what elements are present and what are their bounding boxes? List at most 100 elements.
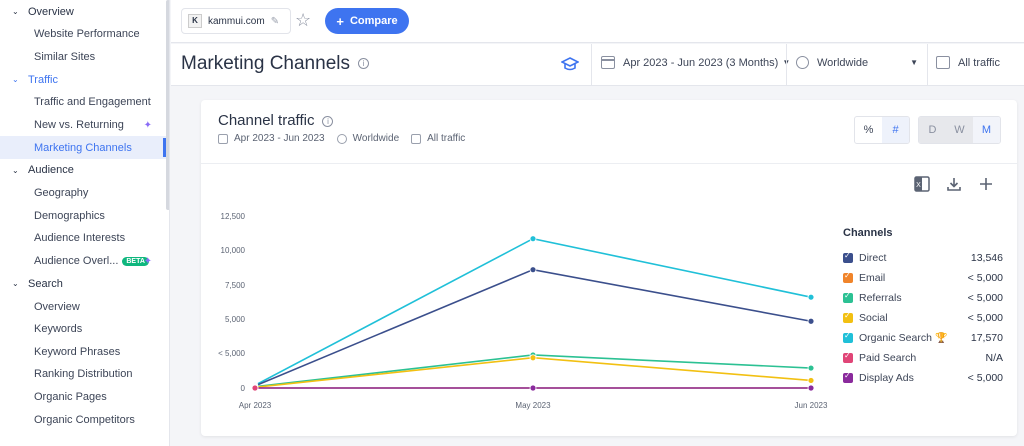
data-point: [529, 384, 537, 392]
checkbox-icon[interactable]: [843, 291, 853, 303]
graduation-cap-icon[interactable]: [561, 56, 579, 72]
svg-text:X: X: [916, 182, 921, 189]
download-icon[interactable]: [945, 175, 963, 193]
checkbox-icon[interactable]: [843, 371, 853, 383]
series-line-direct: [254, 268, 812, 387]
devices-icon: [411, 133, 422, 144]
sidebar-item-overview[interactable]: Overview: [0, 295, 166, 318]
legend-channel-value: < 5,000: [967, 312, 1003, 324]
weekly-toggle[interactable]: W: [946, 117, 973, 143]
y-tick-label: 10,000: [221, 246, 246, 255]
data-point: [807, 364, 815, 372]
sidebar-scrollbar[interactable]: [166, 0, 169, 210]
daily-toggle[interactable]: D: [919, 117, 946, 143]
channels-legend: Channels Direct 13,546 Email < 5,000 Referra…: [843, 227, 1003, 388]
traffic-type-selector[interactable]: All traffic: [936, 56, 1000, 69]
legend-channel-name: Display Ads: [859, 372, 968, 384]
info-icon[interactable]: i: [357, 58, 369, 70]
calendar-icon: [218, 133, 228, 144]
page-title-text: Marketing Channels: [181, 53, 350, 74]
legend-row[interactable]: Social < 5,000: [843, 308, 1003, 328]
legend-row[interactable]: Email < 5,000: [843, 268, 1003, 288]
data-point: [251, 384, 259, 392]
globe-icon: [336, 133, 347, 144]
meta-geo: Worldwide: [352, 133, 400, 144]
excel-export-icon[interactable]: X: [913, 175, 931, 193]
data-point: [529, 235, 537, 243]
info-icon[interactable]: i: [322, 115, 334, 127]
chart-tools: X: [913, 175, 995, 193]
sidebar-section-audience[interactable]: ⌄ Audience: [0, 159, 169, 182]
checkbox-icon[interactable]: [843, 251, 853, 263]
sidebar-item-audience-overl[interactable]: Audience Overl... BETA ✦: [0, 250, 166, 273]
sidebar-item-organic-competitors[interactable]: Organic Competitors: [0, 408, 166, 431]
country-selector[interactable]: Worldwide ▼: [796, 56, 918, 69]
legend-channel-label: Email: [859, 272, 886, 284]
value-format-toggle: % #: [854, 116, 910, 144]
legend-row[interactable]: Organic Search🏆17,570: [843, 328, 1003, 348]
monthly-toggle[interactable]: M: [973, 117, 1000, 143]
checkbox-icon[interactable]: [843, 271, 853, 283]
sidebar-item-organic-pages[interactable]: Organic Pages: [0, 386, 166, 409]
x-tick-label: May 2023: [515, 401, 551, 410]
sidebar-item-marketing-channels[interactable]: Marketing Channels: [0, 136, 166, 159]
sidebar-item-traffic-and-engagement[interactable]: Traffic and Engagement: [0, 91, 166, 114]
legend-title: Channels: [843, 227, 893, 239]
legend-row[interactable]: Paid Search N/A: [843, 348, 1003, 368]
compare-label: Compare: [349, 15, 398, 27]
sidebar-item-label: Audience Interests: [34, 232, 126, 245]
globe-icon: [796, 56, 809, 69]
domain-chip[interactable]: K kammui.com ✎: [181, 8, 291, 34]
granularity-toggle: D W M: [918, 116, 1001, 144]
legend-channel-value: < 5,000: [967, 272, 1003, 284]
add-to-dashboard-icon[interactable]: [977, 175, 995, 193]
beta-badge: BETA: [122, 256, 149, 266]
legend-channel-value: 17,570: [970, 332, 1003, 344]
number-toggle[interactable]: #: [882, 117, 909, 143]
legend-channel-name: Referrals: [859, 292, 968, 304]
sidebar-section-search[interactable]: ⌄ Search: [0, 272, 169, 295]
traffic-type-text: All traffic: [958, 56, 1000, 69]
card-header: Channel traffic i Apr 2023 - Jun 2023 Wor…: [201, 100, 1017, 164]
sidebar-item-website-performance[interactable]: Website Performance: [0, 23, 166, 46]
legend-channel-value: 13,546: [970, 252, 1003, 264]
data-point: [807, 293, 815, 301]
sidebar: ⌄ Overview Website Performance Similar Site…: [0, 0, 170, 446]
sidebar-item-ranking-distribution[interactable]: Ranking Distribution: [0, 363, 166, 386]
x-tick-label: Jun 2023: [795, 401, 828, 410]
card-title: Channel traffic i: [218, 112, 334, 129]
sidebar-item-geography[interactable]: Geography: [0, 182, 166, 205]
sidebar-item-keywords[interactable]: Keywords: [0, 318, 166, 341]
legend-channel-label: Direct: [859, 252, 887, 264]
favorite-star-icon[interactable]: ☆: [295, 10, 312, 30]
channel-traffic-card: Channel traffic i Apr 2023 - Jun 2023 Wor…: [201, 100, 1017, 436]
edit-pencil-icon[interactable]: ✎: [270, 15, 280, 27]
legend-channel-name: Direct: [859, 252, 971, 264]
sidebar-item-new-vs-returning[interactable]: New vs. Returning ✦: [0, 114, 166, 137]
sidebar-item-keyword-phrases[interactable]: Keyword Phrases: [0, 341, 166, 364]
sparkle-icon: ✦: [143, 119, 152, 131]
date-range-text: Apr 2023 - Jun 2023 (3 Months): [623, 56, 779, 69]
data-point: [807, 377, 815, 384]
sidebar-section-overview[interactable]: ⌄ Overview: [0, 0, 169, 23]
checkbox-icon[interactable]: [843, 311, 853, 323]
date-range-selector[interactable]: Apr 2023 - Jun 2023 (3 Months) ▼: [601, 56, 790, 69]
percent-toggle[interactable]: %: [863, 124, 874, 136]
checkbox-icon[interactable]: [843, 351, 853, 363]
sidebar-item-similar-sites[interactable]: Similar Sites: [0, 46, 166, 69]
legend-row[interactable]: Referrals < 5,000: [843, 288, 1003, 308]
sidebar-item-audience-interests[interactable]: Audience Interests: [0, 227, 166, 250]
sidebar-section-traffic[interactable]: ⌄ Traffic: [0, 68, 169, 91]
sidebar-item-demographics[interactable]: Demographics: [0, 205, 166, 228]
y-tick-label: < 5,000: [218, 349, 245, 358]
y-tick-label: 5,000: [225, 315, 246, 324]
data-point: [807, 384, 815, 392]
sidebar-item-label: Similar Sites: [34, 50, 96, 63]
chevron-down-icon: ▼: [910, 58, 918, 67]
legend-row[interactable]: Display Ads < 5,000: [843, 368, 1003, 388]
compare-button[interactable]: + Compare: [325, 8, 409, 34]
checkbox-icon[interactable]: [843, 331, 853, 343]
legend-channel-value: < 5,000: [967, 372, 1003, 384]
legend-row[interactable]: Direct 13,546: [843, 248, 1003, 268]
sidebar-section-label: Audience: [28, 164, 74, 177]
